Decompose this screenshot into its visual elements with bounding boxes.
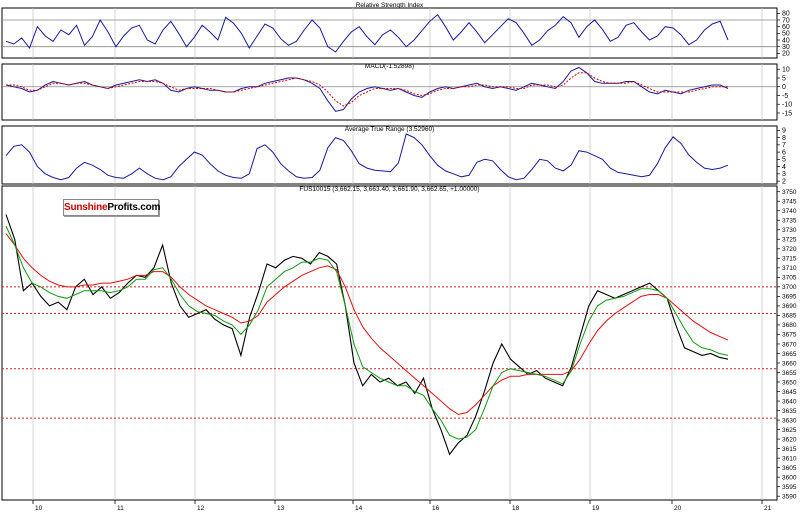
x-tick-label: 16 <box>432 505 440 512</box>
grid-layer <box>2 8 777 500</box>
x-tick-label: 10 <box>35 505 43 512</box>
y-tick-label: 3615 <box>782 446 797 453</box>
y-tick-label: 50 <box>782 31 790 38</box>
series-layer <box>5 13 729 456</box>
panel-title-1: MACD(-1.52898) <box>365 63 414 70</box>
y-tick-label: 3680 <box>782 322 797 329</box>
y-tick-label: 3625 <box>782 427 797 434</box>
y-tick-label: 3715 <box>782 256 797 263</box>
rsi-line <box>5 13 729 53</box>
y-tick-label: 10 <box>782 67 790 74</box>
macd-line <box>5 66 729 112</box>
y-tick-label: -5 <box>782 93 788 100</box>
label-layer: Relative Strength Index MACD(-1.52898) Ave… <box>35 2 797 512</box>
y-tick-label: 3705 <box>782 275 797 282</box>
y-tick-label: 3630 <box>782 417 797 424</box>
y-tick-label: 6 <box>782 149 786 156</box>
y-tick-label: 3605 <box>782 465 797 472</box>
y-tick-label: 0 <box>782 84 786 91</box>
y-tick-label: 3600 <box>782 474 797 481</box>
x-tick-label: 13 <box>277 505 285 512</box>
y-tick-label: 8 <box>782 135 786 142</box>
macd-signal-line <box>6 72 728 107</box>
y-tick-label: 30 <box>782 44 790 51</box>
y-tick-label: 3740 <box>782 208 797 215</box>
y-tick-label: 3665 <box>782 351 797 358</box>
logo-part-red: Sunshine <box>64 202 108 213</box>
y-tick-label: 3720 <box>782 246 797 253</box>
panel-title-2: Average True Range (3.52960) <box>345 126 435 133</box>
y-tick-label: 3710 <box>782 265 797 272</box>
y-tick-label: 20 <box>782 51 790 58</box>
panel-frame-3 <box>1 185 778 501</box>
moving-average-slow <box>5 233 729 415</box>
y-tick-label: 3675 <box>782 332 797 339</box>
y-tick-label: 70 <box>782 17 790 24</box>
y-tick-label: 3 <box>782 171 786 178</box>
y-tick-label: 5 <box>782 157 786 164</box>
y-tick-label: 3655 <box>782 370 797 377</box>
x-tick-label: 18 <box>512 505 520 512</box>
y-tick-label: 3610 <box>782 455 797 462</box>
logo-part-black: Profits.com <box>107 202 161 213</box>
y-tick-label: 3725 <box>782 237 797 244</box>
y-tick-label: 3640 <box>782 398 797 405</box>
y-tick-label: 3735 <box>782 218 797 225</box>
moving-average-fast <box>5 225 729 440</box>
x-tick-label: 21 <box>764 505 772 512</box>
y-tick-label: 5 <box>782 75 786 82</box>
y-tick-label: 3620 <box>782 436 797 443</box>
y-tick-label: 80 <box>782 11 790 18</box>
y-tick-label: 4 <box>782 164 786 171</box>
panel-frame-2 <box>1 125 778 185</box>
y-tick-label: 3645 <box>782 389 797 396</box>
y-tick-label: 3750 <box>782 189 797 196</box>
x-tick-label: 20 <box>674 505 682 512</box>
x-tick-label: 12 <box>197 505 205 512</box>
y-tick-label: 3700 <box>782 284 797 291</box>
y-tick-label: 3730 <box>782 227 797 234</box>
y-tick-label: 60 <box>782 24 790 31</box>
atr-line <box>5 133 729 181</box>
panel-title-3: FUS10015 (3,662.15, 3,663.40, 3,661.90, … <box>299 186 479 193</box>
y-tick-label: 3595 <box>782 484 797 491</box>
price-line <box>5 214 729 456</box>
sunshine-profits-logo: SunshineProfits.com <box>63 199 161 216</box>
y-tick-label: 3650 <box>782 379 797 386</box>
y-tick-label: 40 <box>782 37 790 44</box>
x-tick-label: 11 <box>117 505 124 512</box>
x-tick-label: 19 <box>592 505 600 512</box>
y-tick-label: 3695 <box>782 294 797 301</box>
y-tick-label: 3670 <box>782 341 797 348</box>
y-tick-label: 3745 <box>782 199 797 206</box>
y-tick-label: 3660 <box>782 360 797 367</box>
y-tick-label: 9 <box>782 128 786 135</box>
x-tick-label: 14 <box>355 505 363 512</box>
y-tick-label: 3635 <box>782 408 797 415</box>
y-tick-label: 7 <box>782 142 786 149</box>
y-tick-label: -10 <box>782 102 792 109</box>
panel-frame-1 <box>1 63 778 121</box>
y-tick-label: 2 <box>782 178 786 185</box>
y-tick-label: 3590 <box>782 493 797 500</box>
y-tick-label: 3685 <box>782 313 797 320</box>
y-tick-label: 3690 <box>782 303 797 310</box>
frame-layer <box>1 7 780 504</box>
y-tick-label: -15 <box>782 110 792 117</box>
panel-title-0: Relative Strength Index <box>356 2 424 9</box>
